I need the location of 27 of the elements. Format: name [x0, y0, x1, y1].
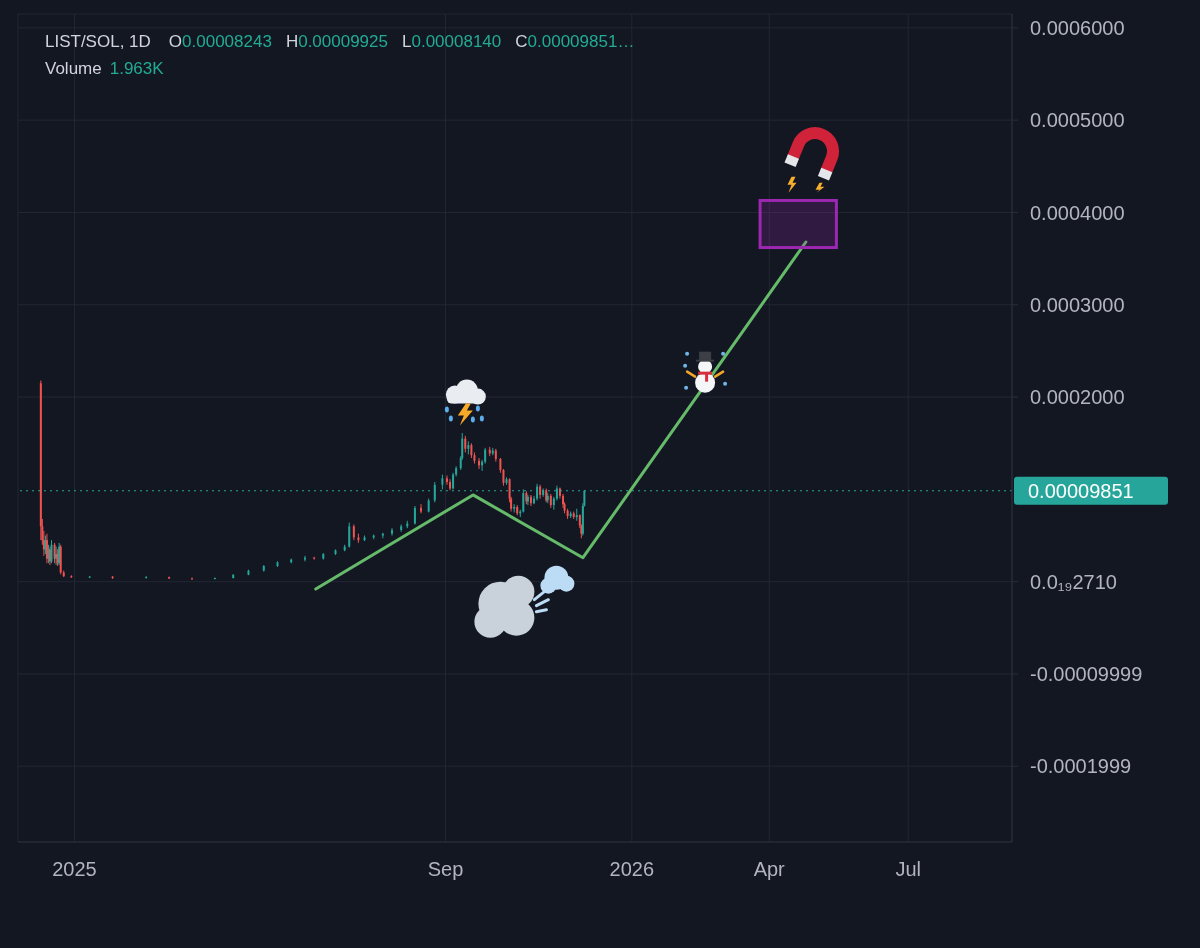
y-tick-label: 0.0003000 — [1030, 293, 1125, 316]
y-tick-label: 0.0₁₉2710 — [1030, 570, 1117, 593]
y-tick-label: 0.0006000 — [1030, 16, 1125, 39]
y-tick-label: -0.0001999 — [1030, 755, 1132, 778]
annotation: Volume 1.963K — [45, 59, 164, 78]
candlestick — [420, 503, 423, 514]
text: O0.00008243 H0.00009925 L0.00008140 C0.00009851… — [168, 32, 635, 51]
candlestick — [391, 527, 394, 537]
candlestick — [529, 494, 532, 507]
y-tick-label: -0.00009999 — [1030, 663, 1143, 686]
y-tick-label: 0.0005000 — [1030, 109, 1125, 132]
ref-line-label: 0.00009851 — [1028, 479, 1134, 502]
x-tick-label: 2025 — [52, 858, 97, 881]
x-tick-label: 2026 — [609, 858, 655, 881]
candlestick — [348, 522, 351, 549]
candlestick — [190, 577, 193, 580]
text: LIST/SOL, 1D — [45, 32, 151, 51]
candlestick — [50, 539, 53, 564]
y-tick-label: 0.0004000 — [1030, 201, 1125, 224]
line-series — [314, 240, 808, 591]
y-tick-label: 0.0002000 — [1030, 386, 1125, 409]
candlestick — [445, 475, 448, 486]
candlestick — [303, 555, 306, 562]
candlestick — [449, 478, 452, 491]
x-tick-label: Sep — [427, 858, 464, 881]
x-tick-label: Apr — [753, 858, 786, 881]
x-tick-label: Jul — [895, 858, 921, 881]
